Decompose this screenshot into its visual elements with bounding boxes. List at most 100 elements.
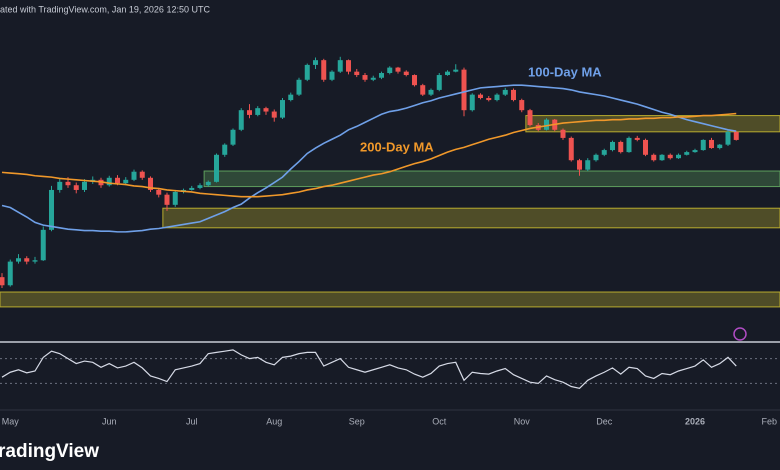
candle-body bbox=[49, 189, 54, 230]
candle-body bbox=[502, 89, 508, 95]
x-tick-label: May bbox=[2, 416, 20, 426]
candle-body bbox=[577, 160, 582, 170]
x-tick-label: Aug bbox=[266, 416, 282, 426]
x-tick-label: Dec bbox=[596, 416, 613, 426]
candle-body bbox=[189, 187, 195, 190]
x-tick-label: Jun bbox=[102, 416, 117, 426]
candle-body bbox=[634, 137, 640, 140]
candle-body bbox=[238, 110, 244, 130]
candle-body bbox=[57, 181, 63, 190]
candle-body bbox=[354, 71, 360, 76]
candle-body bbox=[445, 71, 450, 76]
candle-body bbox=[255, 108, 261, 115]
candle-body bbox=[24, 258, 30, 262]
ma-label: 200-Day MA bbox=[360, 139, 434, 154]
candle-body bbox=[362, 75, 368, 80]
zone bbox=[0, 291, 780, 308]
candle-body bbox=[148, 177, 153, 190]
candle-body bbox=[115, 177, 120, 184]
candle-body bbox=[156, 189, 162, 195]
candle-body bbox=[230, 129, 236, 145]
candle-body bbox=[106, 177, 112, 186]
candle-body bbox=[329, 71, 335, 80]
zone bbox=[203, 170, 780, 188]
candle-body bbox=[733, 131, 739, 140]
candle-body bbox=[16, 258, 21, 262]
candle-body bbox=[0, 277, 5, 286]
candle-body bbox=[717, 144, 723, 149]
rsi-line bbox=[1, 349, 737, 390]
candle-body bbox=[659, 154, 665, 161]
candle-body bbox=[164, 194, 170, 205]
candle-body bbox=[172, 191, 178, 205]
candle-body bbox=[263, 108, 269, 112]
candle-body bbox=[453, 69, 459, 72]
candle-body bbox=[560, 129, 566, 138]
candle-body bbox=[139, 171, 145, 178]
candle-body bbox=[436, 75, 442, 90]
candle-body bbox=[676, 154, 681, 159]
candle-body bbox=[478, 94, 483, 99]
ma-line bbox=[1, 84, 737, 233]
candle-body bbox=[461, 69, 467, 111]
x-tick-label: 2026 bbox=[685, 416, 705, 426]
candle-body bbox=[131, 171, 137, 180]
candle-body bbox=[643, 139, 648, 155]
candle-body bbox=[593, 154, 599, 161]
logo: radingView bbox=[0, 441, 99, 462]
candle-body bbox=[73, 185, 79, 190]
candle-body bbox=[692, 150, 698, 153]
candle-body bbox=[684, 152, 690, 155]
x-tick-label: Jul bbox=[186, 416, 198, 426]
candle-body bbox=[700, 139, 706, 151]
candle-body bbox=[585, 160, 591, 170]
candle-body bbox=[214, 154, 219, 182]
candle-body bbox=[197, 185, 203, 188]
candle-body bbox=[403, 71, 409, 76]
candle-body bbox=[7, 261, 13, 286]
candle-body bbox=[618, 141, 624, 153]
candle-body bbox=[296, 79, 302, 95]
candle-body bbox=[82, 181, 87, 190]
candle-body bbox=[709, 139, 714, 149]
candle-body bbox=[469, 94, 475, 111]
candle-body bbox=[271, 111, 277, 118]
ma-label: 100-Day MA bbox=[528, 64, 602, 79]
candle-body bbox=[370, 77, 376, 80]
candle-body bbox=[247, 110, 252, 115]
candle-body bbox=[337, 60, 343, 72]
candle-body bbox=[527, 110, 533, 126]
ma-line bbox=[1, 112, 737, 198]
candle-body bbox=[428, 89, 434, 95]
candle-body bbox=[32, 260, 38, 262]
x-tick-label: Oct bbox=[432, 416, 447, 426]
candle-body bbox=[40, 229, 46, 261]
candle-body bbox=[725, 131, 731, 145]
candle-body bbox=[346, 60, 351, 72]
candle-body bbox=[412, 75, 417, 86]
candle-body bbox=[313, 60, 318, 65]
x-tick-label: Nov bbox=[514, 416, 531, 426]
x-tick-label: Feb bbox=[761, 416, 777, 426]
candle-body bbox=[395, 67, 401, 72]
candle-body bbox=[65, 181, 71, 186]
candle-body bbox=[519, 100, 525, 111]
candle-body bbox=[511, 89, 516, 101]
candle-body bbox=[288, 94, 294, 101]
candle-body bbox=[205, 181, 211, 186]
candle-body bbox=[610, 141, 615, 151]
candle-body bbox=[486, 98, 492, 101]
candle-body bbox=[123, 179, 129, 184]
candle-body bbox=[280, 100, 285, 118]
alert-icon[interactable] bbox=[733, 327, 747, 341]
zone bbox=[162, 207, 780, 229]
candle-body bbox=[387, 67, 393, 74]
candle-body bbox=[544, 119, 549, 130]
candle-body bbox=[667, 154, 673, 159]
candle-body bbox=[568, 137, 574, 161]
candle-body bbox=[420, 85, 426, 95]
candle-body bbox=[304, 64, 310, 80]
